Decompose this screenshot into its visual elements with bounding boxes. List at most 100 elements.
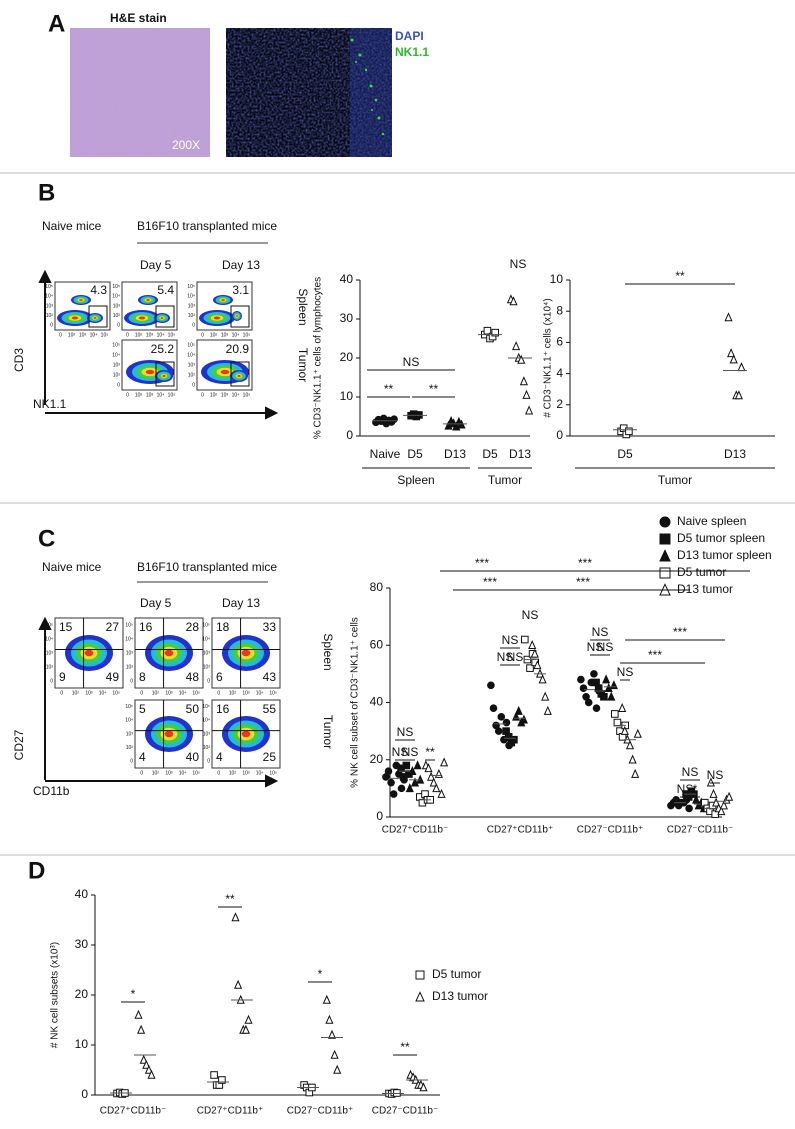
- flow-density: [164, 649, 174, 657]
- point: [397, 784, 406, 793]
- flow-tick: 10⁵: [243, 332, 251, 338]
- gate: [88, 305, 108, 328]
- point: [579, 684, 588, 692]
- flow-density: [160, 317, 164, 319]
- flow-number: 18: [216, 620, 230, 634]
- flow-number: 55: [263, 702, 277, 716]
- point: [717, 806, 726, 816]
- point: [147, 1069, 156, 1079]
- point: [389, 790, 398, 798]
- point: [628, 754, 637, 764]
- point: [502, 718, 511, 727]
- flow-density: [138, 316, 146, 320]
- flow-tick: 0: [59, 332, 62, 338]
- point: [494, 727, 503, 735]
- flow-tick: 0: [217, 690, 220, 696]
- point: [543, 705, 552, 715]
- y-axis-label: % NK cell subset of CD3⁻NK1.1⁺ cells: [350, 617, 361, 788]
- point: [526, 664, 534, 672]
- flow-density: [237, 374, 241, 378]
- sig-label: NS: [397, 725, 414, 739]
- flow-tick: 10²: [113, 372, 121, 378]
- flow-tick: 10²: [203, 664, 211, 670]
- flow-tick: 10⁴: [125, 636, 133, 642]
- sig-label: NS: [510, 257, 527, 271]
- point: [402, 761, 411, 770]
- flow-number: 28: [186, 620, 200, 634]
- point: [424, 763, 433, 773]
- point: [519, 376, 528, 386]
- flow-tick: 10³: [146, 332, 154, 338]
- point: [631, 768, 640, 778]
- y-tick-label: 0: [376, 809, 383, 823]
- nk-specks: [350, 38, 385, 136]
- flow-tick: 10⁵: [112, 690, 120, 696]
- point: [387, 778, 395, 787]
- flow-tick: 10⁵: [112, 284, 120, 290]
- legend-label: D5 tumor spleen: [677, 531, 765, 545]
- point: [487, 681, 495, 690]
- flow-tick: 10²: [135, 332, 143, 338]
- flow-tick: 10⁴: [45, 636, 53, 642]
- flow-tick: 0: [117, 382, 120, 388]
- dapi-label: DAPI: [395, 29, 424, 43]
- flow-tick: 10²: [152, 690, 160, 696]
- y-tick-label: 4: [556, 366, 563, 380]
- flow-tick: 10²: [152, 770, 160, 776]
- flow-tick: 10⁴: [256, 770, 264, 776]
- magnification: 200X: [172, 138, 200, 152]
- group-label: Spleen: [397, 473, 434, 487]
- y-tick-label: 8: [556, 303, 563, 317]
- flow-density: [236, 315, 238, 317]
- point: [231, 912, 240, 922]
- point: [590, 670, 598, 678]
- sig-label: NS: [502, 633, 519, 647]
- flow-tick: 0: [192, 382, 195, 388]
- flow-tick: 10⁵: [202, 704, 210, 710]
- flow-density: [146, 299, 150, 301]
- transplanted-label: B16F10 transplanted mice: [137, 219, 277, 233]
- group-label: Tumor: [658, 473, 692, 487]
- point: [322, 994, 331, 1004]
- flow-tick: 10⁵: [125, 622, 133, 628]
- row-label: Tumor: [296, 348, 310, 382]
- point: [712, 797, 721, 807]
- flow-tick: 10³: [126, 731, 134, 737]
- flow-tick: 10²: [203, 745, 211, 751]
- flow-density: [79, 299, 83, 301]
- y-tick-label: 40: [75, 887, 89, 901]
- sig-label: ***: [483, 575, 497, 589]
- point: [137, 1024, 146, 1034]
- point: [633, 728, 642, 738]
- x-tick-label: D13: [444, 447, 466, 461]
- flow-density: [241, 730, 251, 738]
- x-tick-label: CD27⁻CD11b⁻: [667, 825, 734, 836]
- x-tick-label: CD27⁻CD11b⁺: [577, 825, 644, 836]
- point: [139, 1054, 148, 1064]
- flow-number: 40: [186, 750, 200, 764]
- point: [444, 420, 453, 430]
- panel-label: B: [38, 179, 55, 206]
- point: [737, 362, 746, 372]
- flow-number: 5: [139, 702, 146, 716]
- x-tick-label: D5: [482, 447, 498, 461]
- flow-tick: 10⁴: [125, 718, 133, 724]
- flow-tick: 10⁴: [99, 690, 107, 696]
- day-label: Day 13: [222, 258, 260, 272]
- sig-label: NS: [682, 765, 699, 779]
- nk-label: NK1.1: [395, 45, 429, 59]
- point: [244, 1014, 253, 1024]
- point: [497, 713, 506, 721]
- flow-tick: 10⁵: [168, 332, 176, 338]
- flow-density: [93, 317, 97, 319]
- sig-label: NS: [617, 665, 634, 679]
- flow-tick: 0: [130, 678, 133, 684]
- flow-tick: 10³: [221, 332, 229, 338]
- axis-label: CD27: [12, 729, 26, 760]
- sig-label: **: [425, 745, 435, 759]
- sig-label: *: [131, 987, 136, 1001]
- sig-label: ***: [578, 556, 592, 570]
- flow-number: 6: [216, 670, 223, 684]
- legend-label: D13 tumor spleen: [677, 548, 772, 562]
- flow-number: 4: [139, 750, 146, 764]
